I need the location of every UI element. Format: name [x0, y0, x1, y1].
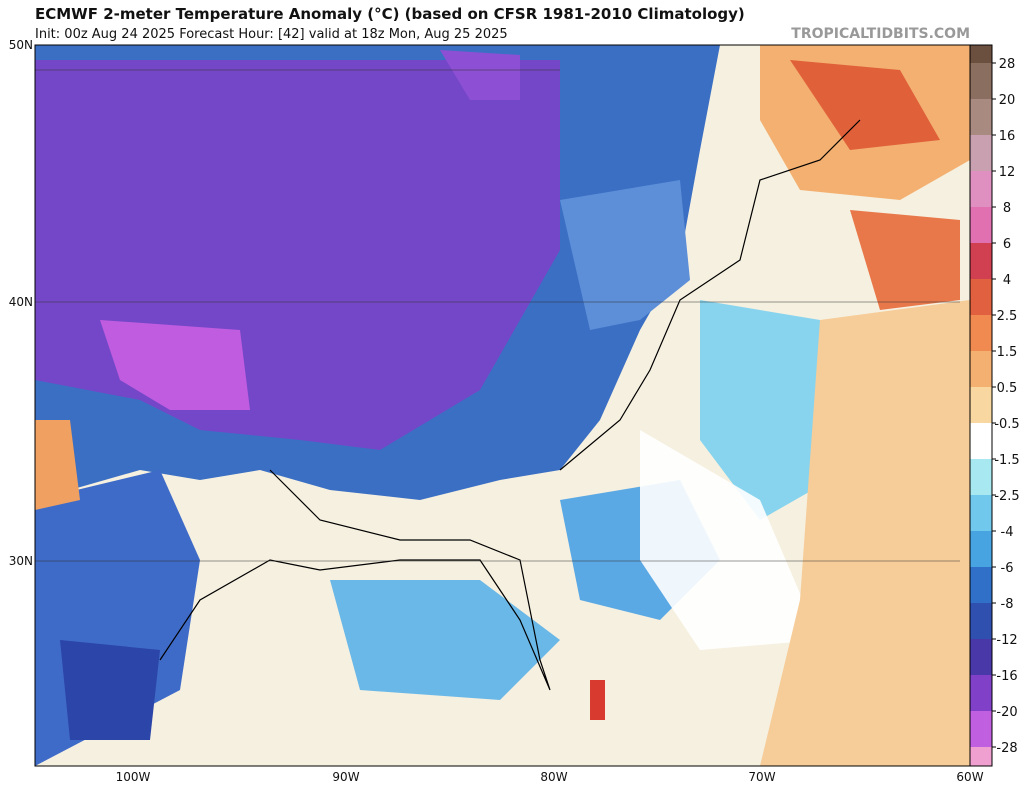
- lat-label: 40N: [9, 295, 33, 309]
- colorbar-label: 2.5: [997, 309, 1018, 324]
- colorbar-label: 20: [999, 93, 1016, 108]
- colorbar-label: 1.5: [997, 345, 1018, 360]
- colorbar-label: 4: [1003, 273, 1011, 288]
- subtitle: Init: 00z Aug 24 2025 Forecast Hour: [42…: [35, 27, 508, 42]
- colorbar-swatch: [970, 567, 992, 603]
- colorbar-label: -2.5: [994, 489, 1019, 504]
- colorbar-label: -28: [996, 741, 1017, 756]
- colorbar-label: 28: [999, 57, 1016, 72]
- colorbar-swatch: [970, 711, 992, 747]
- colorbar-label: -1.5: [994, 453, 1019, 468]
- colorbar-label: -8: [1001, 597, 1014, 612]
- colorbar-frame: [969, 44, 993, 767]
- colorbar-label: 12: [999, 165, 1016, 180]
- title: ECMWF 2-meter Temperature Anomaly (°C) (…: [35, 5, 745, 23]
- colorbar-label: -20: [996, 705, 1017, 720]
- colorbar-swatch: [970, 207, 992, 243]
- lon-label: 60W: [956, 770, 983, 784]
- colorbar-swatch: [970, 639, 992, 675]
- colorbar-swatch: [970, 459, 992, 495]
- colorbar-swatch: [970, 387, 992, 423]
- colorbar-label: 6: [1003, 237, 1011, 252]
- colorbar-label: -4: [1001, 525, 1014, 540]
- colorbar-swatch: [970, 351, 992, 387]
- lon-label: 90W: [332, 770, 359, 784]
- lon-label: 100W: [116, 770, 151, 784]
- colorbar-swatch: [970, 315, 992, 351]
- colorbar-swatch: [970, 495, 992, 531]
- lat-label: 30N: [9, 554, 33, 568]
- colorbar-swatch: [970, 531, 992, 567]
- lat-label: 50N: [9, 38, 33, 52]
- lon-label: 80W: [540, 770, 567, 784]
- colorbar-swatch: [970, 171, 992, 207]
- colorbar-label: -12: [996, 633, 1017, 648]
- lon-label: 70W: [748, 770, 775, 784]
- colorbar-swatch: [970, 45, 992, 63]
- colorbar-label: 0.5: [997, 381, 1018, 396]
- colorbar-swatch: [970, 63, 992, 99]
- colorbar-swatch: [970, 135, 992, 171]
- colorbar-swatch: [970, 675, 992, 711]
- colorbar-swatch: [970, 243, 992, 279]
- colorbar-label: 8: [1003, 201, 1011, 216]
- colorbar-swatch: [970, 747, 992, 766]
- colorbar-label: -0.5: [994, 417, 1019, 432]
- colorbar-label: -16: [996, 669, 1017, 684]
- colorbar-label: 16: [999, 129, 1016, 144]
- colorbar-label: -6: [1001, 561, 1014, 576]
- colorbar-swatch: [970, 423, 992, 459]
- colorbar-swatch: [970, 99, 992, 135]
- colorbar-swatch: [970, 279, 992, 315]
- colorbar-swatch: [970, 603, 992, 639]
- watermark: TROPICALTIDBITS.COM: [791, 26, 970, 42]
- map-field: [34, 44, 971, 767]
